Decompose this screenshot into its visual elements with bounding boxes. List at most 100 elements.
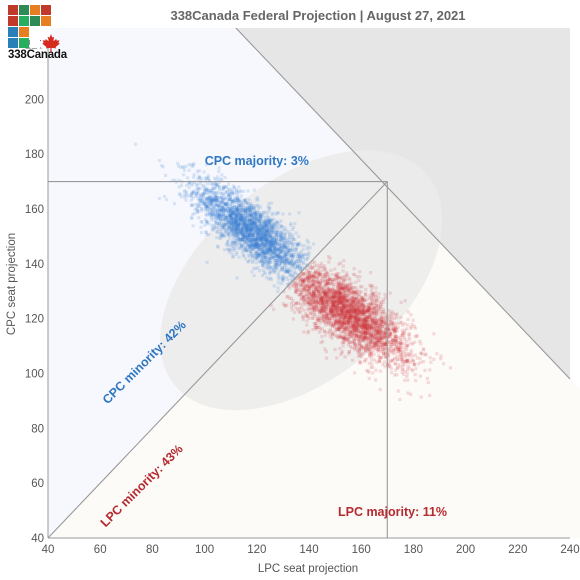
simulation-point [315, 288, 319, 292]
simulation-point [343, 336, 347, 341]
simulation-point [205, 182, 209, 186]
simulation-point [219, 201, 223, 205]
simulation-point [375, 294, 379, 298]
simulation-point [324, 274, 328, 278]
simulation-point [357, 348, 361, 352]
simulation-point [328, 303, 332, 307]
simulation-point [380, 323, 384, 327]
simulation-point [259, 228, 263, 232]
simulation-point [320, 288, 324, 293]
simulation-point [248, 218, 252, 223]
simulation-point [241, 220, 245, 224]
simulation-point [270, 248, 274, 252]
simulation-point [371, 302, 375, 306]
simulation-point [286, 240, 290, 244]
simulation-point [388, 291, 392, 295]
simulation-point [216, 245, 220, 249]
simulation-point [369, 324, 373, 328]
simulation-point [258, 235, 262, 240]
simulation-point [218, 209, 222, 213]
simulation-point [256, 236, 260, 240]
simulation-point [278, 251, 282, 255]
simulation-point [346, 322, 350, 326]
simulation-point [408, 337, 412, 341]
simulation-point [230, 199, 234, 203]
simulation-point [380, 335, 384, 339]
simulation-point [354, 328, 358, 332]
simulation-point [328, 317, 332, 321]
simulation-point [222, 185, 226, 189]
simulation-point [265, 239, 269, 244]
simulation-point [277, 263, 282, 267]
simulation-point [263, 270, 267, 274]
simulation-point [250, 245, 254, 249]
simulation-point [196, 209, 200, 213]
simulation-point [442, 362, 446, 366]
simulation-point [338, 318, 342, 322]
simulation-point [281, 260, 285, 264]
simulation-point [250, 205, 254, 209]
simulation-point [374, 313, 378, 317]
simulation-point [247, 218, 252, 222]
simulation-point [358, 335, 362, 339]
simulation-point [329, 309, 333, 313]
simulation-point [336, 286, 340, 290]
simulation-point [325, 292, 329, 296]
simulation-point [223, 208, 227, 212]
simulation-point [238, 246, 242, 250]
simulation-point [194, 206, 199, 211]
simulation-point [232, 208, 236, 212]
simulation-point [228, 203, 232, 207]
simulation-point [264, 219, 268, 223]
simulation-point [370, 319, 374, 323]
simulation-point [234, 252, 238, 257]
simulation-point [305, 289, 309, 293]
simulation-point [280, 232, 284, 236]
simulation-point [382, 352, 386, 356]
simulation-point [363, 358, 367, 362]
simulation-point [397, 347, 401, 351]
simulation-point [219, 229, 223, 233]
simulation-point [363, 326, 367, 330]
simulation-point [244, 248, 248, 253]
simulation-point [237, 213, 241, 217]
simulation-point [334, 296, 338, 300]
simulation-point [250, 226, 254, 230]
simulation-point [209, 213, 213, 217]
simulation-point [346, 288, 350, 292]
simulation-point [332, 304, 336, 308]
simulation-point [249, 240, 253, 244]
simulation-point [257, 218, 262, 222]
simulation-point [347, 316, 351, 320]
simulation-point [352, 309, 356, 314]
simulation-point [370, 317, 374, 321]
simulation-point [372, 314, 376, 318]
simulation-point [253, 237, 257, 241]
simulation-point [336, 285, 340, 289]
simulation-point [242, 189, 246, 193]
simulation-point [389, 327, 393, 331]
simulation-point [341, 300, 345, 304]
simulation-point [160, 164, 164, 168]
simulation-point [228, 213, 232, 217]
simulation-point [377, 321, 381, 325]
simulation-point [267, 247, 271, 251]
simulation-point [355, 304, 359, 308]
simulation-point [214, 214, 218, 218]
simulation-point [339, 300, 343, 304]
simulation-point [218, 208, 222, 212]
simulation-point [346, 297, 350, 302]
simulation-point [274, 222, 278, 226]
simulation-point [261, 259, 265, 263]
simulation-point [398, 335, 402, 339]
simulation-point [237, 218, 241, 222]
simulation-point [283, 261, 287, 265]
simulation-point [226, 231, 230, 235]
simulation-point [232, 210, 236, 214]
simulation-point [230, 233, 234, 238]
simulation-point [267, 209, 271, 213]
simulation-point [334, 299, 339, 303]
simulation-point [219, 214, 223, 218]
simulation-point [271, 241, 275, 245]
simulation-point [266, 221, 270, 225]
